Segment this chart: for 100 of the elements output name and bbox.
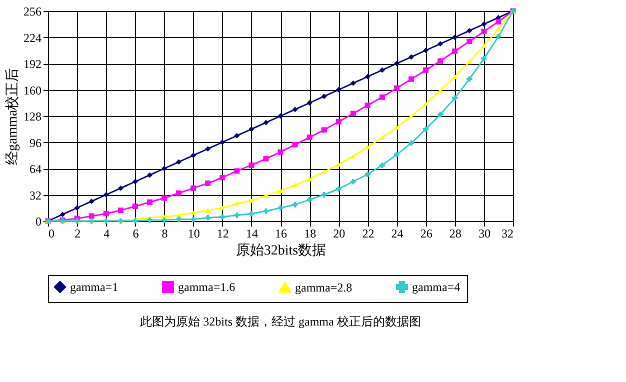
point [408, 140, 414, 146]
point [394, 85, 400, 91]
point [205, 180, 211, 186]
y-tick-label: 96 [30, 136, 42, 150]
point [394, 125, 400, 130]
y-tick-label: 160 [24, 83, 42, 98]
x-tick-label: 30 [478, 226, 490, 240]
point [336, 87, 342, 92]
point [146, 199, 152, 205]
point [321, 127, 327, 133]
point [350, 178, 356, 184]
x-axis-title: 原始32bits数据 [236, 242, 326, 258]
x-tick-label: 14 [246, 226, 258, 240]
x-tick-label: 32 [502, 226, 514, 240]
point [466, 59, 472, 64]
point [321, 94, 327, 100]
point [321, 169, 327, 174]
x-tick-label: 12 [216, 226, 229, 240]
point [394, 152, 400, 158]
point [248, 126, 254, 132]
point [481, 21, 487, 27]
x-tick-label: 20 [333, 226, 346, 240]
point [306, 196, 312, 202]
point [263, 193, 269, 198]
point [423, 67, 429, 73]
point [496, 26, 502, 32]
point [364, 102, 370, 108]
point [146, 217, 152, 223]
point [408, 54, 414, 60]
point [379, 67, 385, 73]
point [190, 210, 196, 216]
point [176, 159, 182, 165]
point [190, 185, 196, 191]
point [306, 134, 312, 140]
point [336, 119, 342, 124]
point [190, 216, 196, 222]
legend-label: gamma=1.6 [178, 280, 236, 294]
x-tick-label: 2 [74, 226, 81, 240]
point [452, 74, 458, 79]
point [60, 212, 66, 218]
point [205, 214, 211, 220]
point [423, 101, 429, 106]
point [278, 113, 284, 119]
point [438, 112, 444, 118]
point [118, 185, 124, 191]
point [466, 28, 472, 34]
point [438, 58, 444, 64]
point [176, 190, 182, 196]
point [481, 56, 487, 62]
x-tick-label: 6 [132, 226, 139, 240]
y-tick-label: 0 [36, 214, 42, 228]
x-tick-label: 10 [188, 226, 200, 240]
point [364, 144, 370, 150]
legend-label: gamma=1 [70, 280, 118, 294]
point [306, 176, 312, 182]
point [452, 34, 458, 40]
text: 此图为原始 32bits 数据，经过 gamma 校正后的数据图 [140, 314, 421, 328]
point [234, 201, 240, 206]
point [220, 206, 226, 210]
point [263, 156, 269, 162]
point [292, 142, 298, 148]
point [234, 132, 240, 138]
point [481, 28, 487, 34]
point [496, 34, 502, 40]
point [466, 76, 472, 82]
point [350, 80, 356, 86]
point [364, 172, 370, 177]
point [176, 216, 182, 222]
y-tick-label: 224 [24, 30, 42, 45]
point [132, 203, 138, 209]
point [88, 198, 94, 204]
point [423, 126, 429, 132]
point [103, 192, 109, 198]
point [132, 178, 138, 184]
point [248, 198, 254, 203]
x-tick-label: 4 [104, 226, 110, 240]
x-tick-label: 28 [449, 226, 462, 240]
x-tick-label: 16 [275, 226, 287, 240]
legend-label: gamma=4 [412, 280, 460, 294]
point [162, 195, 167, 201]
point [336, 162, 342, 167]
point [481, 43, 487, 48]
point [190, 152, 196, 158]
x-tick-label: 0 [48, 226, 54, 240]
legend-label: gamma=2.8 [295, 280, 352, 294]
point [103, 210, 109, 216]
point [234, 168, 240, 174]
point [452, 95, 458, 101]
point [423, 48, 429, 54]
point [350, 154, 356, 159]
point [496, 18, 502, 24]
y-tick-label: 256 [24, 4, 42, 18]
point [350, 110, 356, 116]
y-axis-title: 经gamma校正后 [4, 68, 20, 166]
x-tick-label: 18 [304, 226, 316, 240]
point [220, 214, 226, 220]
point [205, 208, 211, 213]
point [118, 208, 124, 214]
y-tick-label: 192 [24, 57, 42, 71]
point [234, 212, 240, 218]
